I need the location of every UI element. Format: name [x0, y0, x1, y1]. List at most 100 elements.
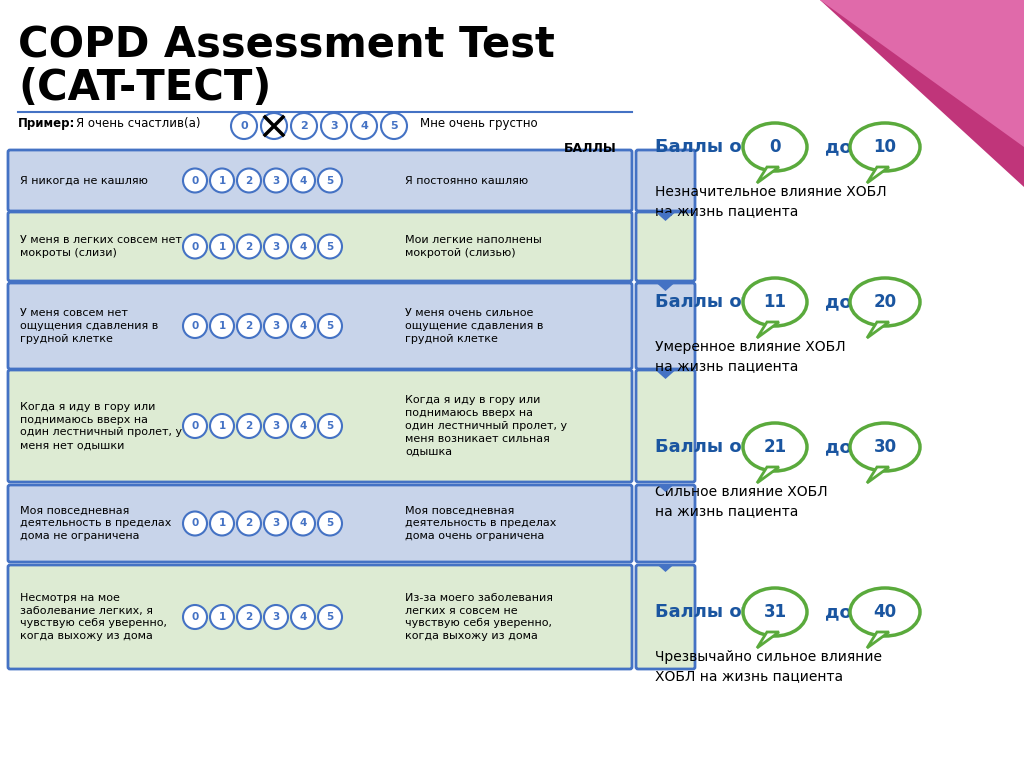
Ellipse shape: [850, 123, 920, 171]
FancyBboxPatch shape: [8, 150, 632, 211]
Polygon shape: [656, 484, 675, 492]
Text: 31: 31: [764, 603, 786, 621]
Circle shape: [264, 605, 288, 629]
Text: Я никогда не кашляю: Я никогда не кашляю: [20, 176, 147, 186]
Circle shape: [183, 169, 207, 193]
Circle shape: [318, 512, 342, 535]
Text: У меня совсем нет
ощущения сдавления в
грудной клетке: У меня совсем нет ощущения сдавления в г…: [20, 308, 159, 344]
Text: 40: 40: [873, 603, 897, 621]
Circle shape: [183, 414, 207, 438]
Text: 5: 5: [327, 321, 334, 331]
Ellipse shape: [743, 278, 807, 326]
Circle shape: [210, 314, 234, 338]
Text: Моя повседневная
деятельность в пределах
дома не ограничена: Моя повседневная деятельность в пределах…: [20, 505, 171, 542]
Circle shape: [291, 414, 315, 438]
Text: Баллы от: Баллы от: [655, 293, 752, 311]
Text: 4: 4: [299, 518, 306, 528]
Polygon shape: [867, 167, 889, 183]
Circle shape: [264, 314, 288, 338]
Circle shape: [183, 512, 207, 535]
Text: 30: 30: [873, 438, 897, 456]
Text: 5: 5: [327, 176, 334, 186]
FancyBboxPatch shape: [8, 283, 632, 369]
FancyBboxPatch shape: [636, 485, 695, 562]
Text: Из-за моего заболевания
легких я совсем не
чувствую себя уверенно,
когда выхожу : Из-за моего заболевания легких я совсем …: [406, 593, 553, 641]
FancyBboxPatch shape: [636, 565, 695, 669]
FancyBboxPatch shape: [8, 212, 632, 281]
Text: 0: 0: [769, 138, 780, 156]
Text: до: до: [825, 138, 852, 156]
Text: 0: 0: [191, 518, 199, 528]
Polygon shape: [656, 213, 675, 221]
Text: Умеренное влияние ХОБЛ: Умеренное влияние ХОБЛ: [655, 340, 846, 354]
Text: (CAT-ТЕСТ): (CAT-ТЕСТ): [18, 67, 271, 109]
Text: 4: 4: [299, 321, 306, 331]
Circle shape: [264, 169, 288, 193]
Text: 1: 1: [218, 612, 225, 622]
Circle shape: [210, 605, 234, 629]
Text: 1: 1: [218, 421, 225, 431]
Text: на жизнь пациента: на жизнь пациента: [655, 504, 799, 518]
Circle shape: [237, 314, 261, 338]
Text: 5: 5: [327, 612, 334, 622]
Polygon shape: [867, 322, 889, 338]
Polygon shape: [656, 564, 675, 572]
Text: У меня в легких совсем нет
мокроты (слизи): У меня в легких совсем нет мокроты (слиз…: [20, 235, 182, 258]
Text: 2: 2: [246, 176, 253, 186]
Circle shape: [210, 169, 234, 193]
Polygon shape: [650, 0, 1024, 187]
Text: на жизнь пациента: на жизнь пациента: [655, 204, 799, 218]
Circle shape: [291, 169, 315, 193]
Circle shape: [351, 113, 377, 139]
Text: до: до: [825, 438, 852, 456]
Text: 4: 4: [299, 242, 306, 252]
Text: Незначительное влияние ХОБЛ: Незначительное влияние ХОБЛ: [655, 185, 887, 199]
Text: 0: 0: [191, 176, 199, 186]
Circle shape: [237, 235, 261, 258]
Text: 3: 3: [272, 321, 280, 331]
Text: 10: 10: [873, 138, 896, 156]
Text: 3: 3: [272, 612, 280, 622]
Text: 5: 5: [327, 518, 334, 528]
Polygon shape: [757, 632, 779, 648]
Circle shape: [291, 512, 315, 535]
Polygon shape: [656, 283, 675, 291]
Text: 2: 2: [246, 321, 253, 331]
Text: до: до: [825, 293, 852, 311]
FancyBboxPatch shape: [636, 370, 695, 482]
Text: БАЛЛЫ: БАЛЛЫ: [563, 142, 616, 155]
Text: Мне очень грустно: Мне очень грустно: [420, 117, 538, 130]
Circle shape: [291, 235, 315, 258]
Text: 0: 0: [191, 421, 199, 431]
Text: 3: 3: [330, 121, 338, 131]
Text: Мои легкие наполнены
мокротой (слизью): Мои легкие наполнены мокротой (слизью): [406, 235, 542, 258]
Polygon shape: [820, 0, 1024, 147]
Text: 1: 1: [218, 321, 225, 331]
Text: на жизнь пациента: на жизнь пациента: [655, 359, 799, 373]
Text: Я постоянно кашляю: Я постоянно кашляю: [406, 176, 528, 186]
FancyBboxPatch shape: [8, 485, 632, 562]
Text: Баллы от: Баллы от: [655, 603, 752, 621]
Circle shape: [237, 169, 261, 193]
Circle shape: [291, 605, 315, 629]
Text: Я очень счастлив(а): Я очень счастлив(а): [76, 117, 201, 130]
FancyBboxPatch shape: [636, 212, 695, 281]
Circle shape: [264, 235, 288, 258]
Text: 11: 11: [764, 293, 786, 311]
Text: Моя повседневная
деятельность в пределах
дома очень ограничена: Моя повседневная деятельность в пределах…: [406, 505, 556, 542]
Text: 1: 1: [218, 518, 225, 528]
Circle shape: [318, 605, 342, 629]
Text: 21: 21: [764, 438, 786, 456]
Text: 3: 3: [272, 421, 280, 431]
Circle shape: [237, 605, 261, 629]
Text: 20: 20: [873, 293, 897, 311]
Ellipse shape: [743, 123, 807, 171]
Circle shape: [210, 235, 234, 258]
Circle shape: [210, 414, 234, 438]
Text: Баллы от: Баллы от: [655, 438, 752, 456]
Text: 0: 0: [241, 121, 248, 131]
Text: 4: 4: [299, 176, 306, 186]
Text: Баллы от: Баллы от: [655, 138, 752, 156]
Polygon shape: [867, 467, 889, 483]
Ellipse shape: [850, 423, 920, 471]
